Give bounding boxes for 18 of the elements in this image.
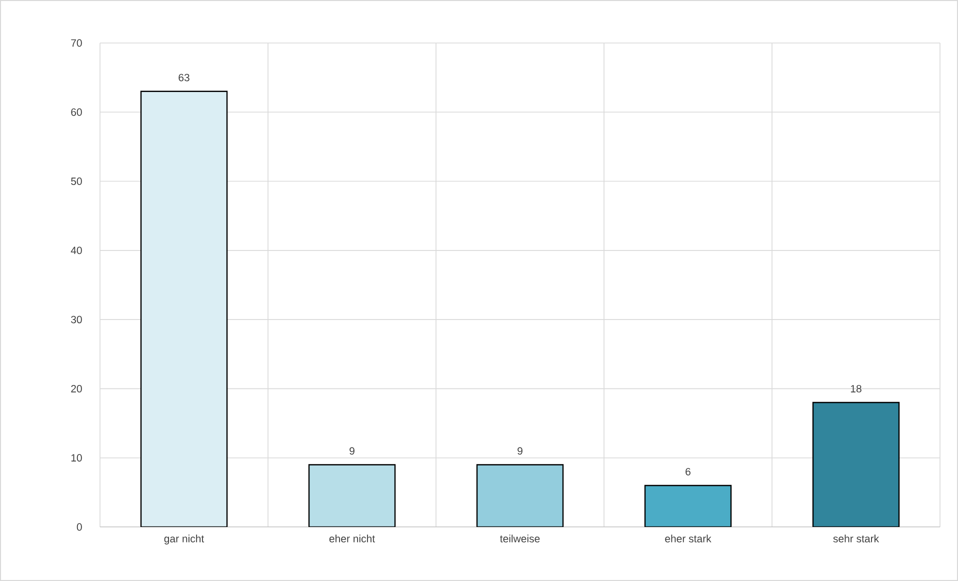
y-tick-label: 0 xyxy=(76,523,82,531)
y-tick-label: 50 xyxy=(71,178,82,185)
y-tick-label: 30 xyxy=(71,316,82,324)
y-tick-label: 20 xyxy=(71,384,82,392)
x-tick-label: teilweise xyxy=(500,534,540,542)
data-label: 6 xyxy=(686,468,690,476)
data-label: 9 xyxy=(350,447,354,455)
data-label: 9 xyxy=(518,447,522,455)
data-label: 63 xyxy=(178,74,190,82)
y-tick-label: 40 xyxy=(70,246,82,254)
x-tick-label: sehr stark xyxy=(833,534,880,542)
x-tick-label: gar nicht xyxy=(164,534,204,544)
x-tick-label: eher stark xyxy=(665,534,712,542)
x-tick-label: eher nicht xyxy=(329,534,375,542)
data-label: 18 xyxy=(850,384,862,392)
y-tick-label: 70 xyxy=(71,39,82,47)
y-tick-label: 60 xyxy=(71,108,82,116)
y-tick-label: 10 xyxy=(71,454,82,462)
